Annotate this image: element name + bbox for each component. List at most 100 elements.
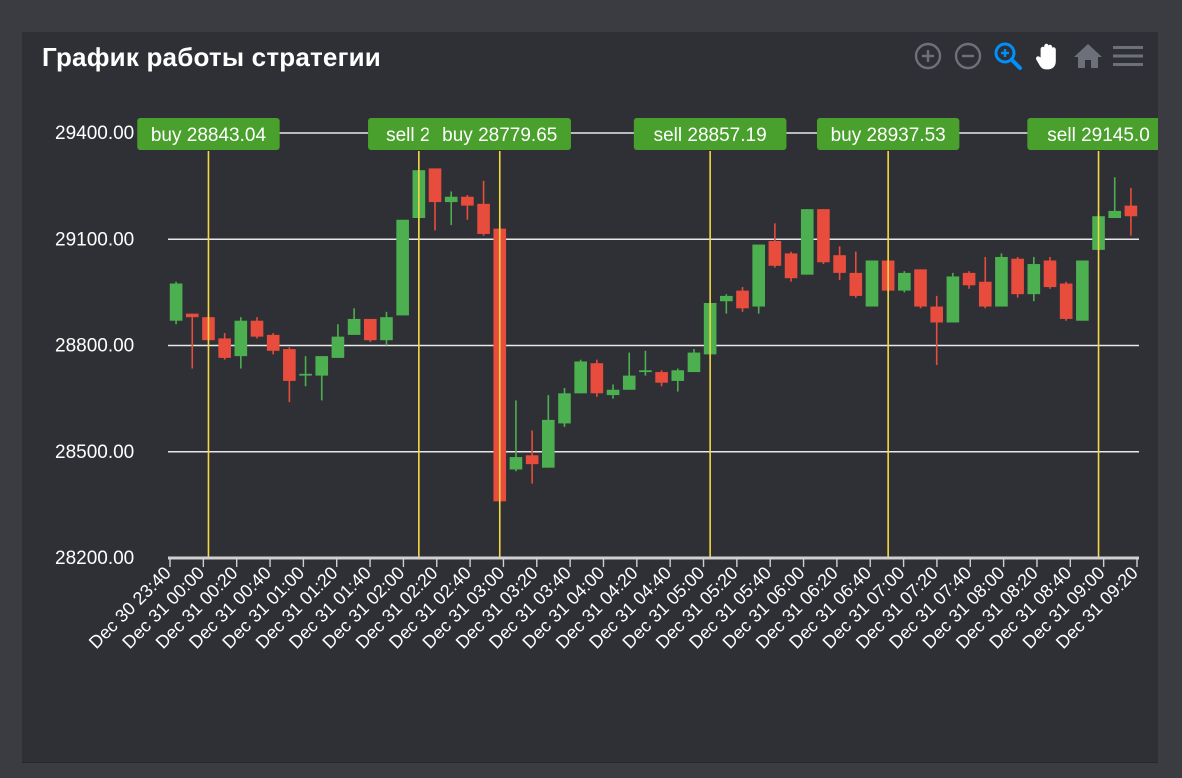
candle — [962, 271, 976, 289]
candle — [541, 395, 555, 468]
annotation-box — [816, 118, 960, 150]
annotation-text: sell 29145.0 — [1047, 125, 1149, 146]
candle — [1076, 260, 1089, 321]
candle — [363, 318, 377, 342]
candle-body — [720, 295, 733, 302]
candle-body — [558, 393, 571, 424]
candle — [574, 359, 587, 394]
y-tick-label: 28500.00 — [55, 442, 134, 463]
candle — [315, 356, 329, 401]
annotation-box — [428, 118, 571, 150]
selection-zoom-icon — [994, 42, 1022, 70]
candle — [218, 333, 231, 360]
candle-body — [687, 352, 701, 373]
candle — [444, 191, 458, 226]
candle — [331, 324, 345, 358]
candle-body — [817, 209, 830, 263]
annotation-label: sell 29145.0 — [1027, 118, 1158, 150]
candle-body — [962, 272, 976, 286]
candle — [347, 308, 361, 335]
candle-body — [396, 219, 409, 316]
candle — [266, 333, 280, 355]
chart-menu-button[interactable] — [1112, 40, 1144, 72]
annotation-box — [633, 118, 787, 150]
candle-body — [444, 196, 458, 203]
candle — [525, 430, 539, 484]
candle — [833, 246, 846, 280]
candle-body — [477, 203, 490, 234]
candle-body — [250, 320, 264, 337]
zoom-in-button[interactable] — [912, 40, 944, 72]
annotation-label: buy 28843.04 — [137, 118, 280, 150]
candle-body — [606, 389, 620, 396]
candle — [995, 253, 1008, 307]
candle-body — [347, 318, 361, 335]
candle — [477, 180, 490, 236]
candle — [234, 317, 248, 369]
candle-body — [509, 457, 523, 470]
candle — [1124, 187, 1138, 236]
annotation-box — [137, 118, 280, 150]
candle-body — [283, 349, 296, 381]
candle-body — [1076, 260, 1089, 321]
zoom-out-button[interactable] — [952, 40, 984, 72]
candle — [380, 311, 393, 346]
candle — [558, 388, 571, 427]
candle-body — [234, 320, 248, 357]
candle-body — [865, 260, 879, 307]
annotation-text: sell 28857.19 — [654, 125, 767, 146]
candle-body — [1108, 210, 1122, 218]
candle-body — [1027, 264, 1041, 295]
candle — [283, 347, 296, 403]
candle-body — [461, 196, 474, 206]
candle — [1011, 256, 1024, 298]
candle — [687, 349, 701, 373]
annotation-lines — [207, 151, 1100, 558]
y-axis-labels: 29400.00 29100.00 28800.00 28500.00 28200.00 — [55, 123, 134, 569]
pan-hand-icon — [1036, 43, 1056, 70]
candle-body — [525, 455, 539, 465]
candle — [590, 359, 604, 397]
candles — [169, 168, 1138, 504]
candle-body — [299, 373, 312, 376]
annotation-box — [1027, 118, 1158, 150]
zoom-out-icon — [954, 42, 982, 70]
candle — [752, 244, 766, 314]
candle-body — [736, 290, 749, 309]
candle-body — [169, 283, 183, 321]
candle — [250, 317, 264, 339]
candle-body — [266, 334, 280, 351]
candle — [185, 313, 199, 369]
candle — [768, 223, 782, 268]
menu-icon — [1113, 46, 1143, 66]
reset-zoom-button[interactable] — [1072, 40, 1104, 72]
candle — [736, 287, 749, 312]
candle-body — [590, 363, 604, 394]
candle-body — [768, 241, 782, 266]
candle-body — [331, 336, 345, 358]
candle-body — [315, 356, 329, 376]
candle — [930, 295, 944, 365]
candle — [800, 209, 814, 275]
candle-body — [218, 338, 231, 358]
candle-body — [946, 276, 960, 323]
chart-title: График работы стратегии — [42, 42, 381, 72]
pan-button[interactable] — [1032, 40, 1064, 72]
candle-body — [995, 256, 1008, 307]
candle — [1027, 256, 1041, 302]
chart-panel: График работы стратегии — [22, 32, 1158, 762]
candle — [622, 352, 636, 390]
candle — [396, 219, 409, 316]
candle — [671, 368, 685, 392]
candle — [655, 370, 668, 387]
candle-body — [185, 313, 199, 318]
candle-body — [1059, 283, 1073, 319]
candle — [865, 260, 879, 307]
candle — [509, 400, 523, 472]
selection-zoom-button[interactable] — [992, 40, 1024, 72]
annotation-label: buy 28937.53 — [816, 118, 960, 150]
candle-body — [849, 272, 863, 296]
candle — [606, 384, 620, 399]
